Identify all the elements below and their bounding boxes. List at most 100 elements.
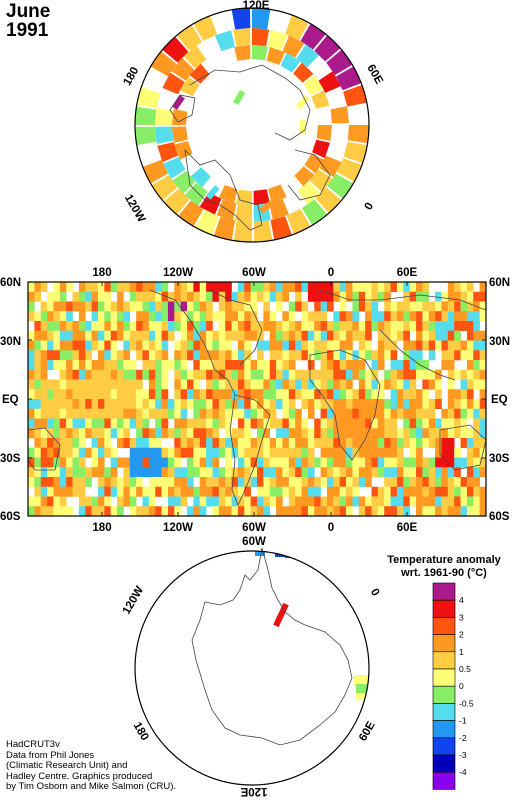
map-grid-cell	[97, 360, 105, 371]
map-grid-cell	[269, 447, 277, 458]
map-grid-cell	[282, 350, 290, 361]
map-grid-cell	[47, 438, 54, 449]
map-grid-cell	[371, 369, 379, 380]
map-grid-cell	[59, 330, 67, 341]
map-grid-cell	[384, 291, 391, 302]
south-polar-grid-cells	[255, 551, 369, 700]
map-grid-cell	[199, 340, 207, 351]
map-grid-cell	[199, 369, 207, 380]
map-grid-cell	[104, 350, 111, 361]
map-grid-cell	[257, 428, 264, 439]
map-grid-cell	[40, 496, 48, 507]
map-grid-cell	[85, 301, 92, 312]
map-grid-cell	[72, 369, 80, 380]
map-grid-cell	[85, 408, 92, 419]
map-grid-cell	[358, 340, 366, 351]
map-grid-cell	[129, 379, 137, 390]
map-grid-cell	[365, 399, 372, 410]
map-grid-cell	[282, 408, 290, 419]
map-grid-cell	[339, 389, 347, 400]
map-grid-cell	[441, 321, 449, 332]
map-grid-cell	[435, 330, 442, 341]
map-top-label-120w: 120W	[163, 267, 193, 279]
map-grid-cell	[155, 457, 162, 468]
map-grid-cell	[333, 321, 340, 332]
map-grid-cell	[97, 350, 105, 361]
map-grid-cell	[409, 350, 417, 361]
map-grid-cell	[85, 282, 92, 293]
map-grid-cell	[244, 418, 251, 429]
map-grid-cell	[78, 477, 86, 488]
map-grid-cell	[53, 438, 61, 449]
map-grid-cell	[447, 467, 455, 478]
map-grid-cell	[263, 467, 271, 478]
map-grid-cell	[409, 438, 417, 449]
map-grid-cell	[206, 477, 213, 488]
map-grid-cell	[110, 311, 118, 322]
map-grid-cell	[371, 282, 379, 293]
map-grid-cell	[473, 457, 480, 468]
map-grid-cell	[422, 408, 430, 419]
map-grid-cell	[339, 418, 347, 429]
map-grid-cell	[244, 291, 251, 302]
map-grid-cell	[110, 418, 118, 429]
map-grid-cell	[53, 486, 61, 497]
map-grid-cell	[422, 438, 430, 449]
map-grid-cell	[326, 496, 334, 507]
map-grid-cell	[358, 369, 366, 380]
map-grid-cell	[97, 399, 105, 410]
map-grid-cell	[257, 457, 264, 468]
map-grid-cell	[339, 477, 347, 488]
map-grid-cell	[384, 330, 391, 341]
map-grid-cell	[85, 350, 92, 361]
map-grid-cell	[295, 447, 302, 458]
map-grid-cell	[390, 428, 398, 439]
map-grid-cell	[473, 428, 480, 439]
map-grid-cell	[34, 282, 42, 293]
map-grid-cell	[320, 467, 328, 478]
north-polar-cell	[179, 76, 200, 97]
map-grid-cell	[161, 418, 169, 429]
map-grid-cell	[263, 496, 271, 507]
map-grid-cell	[53, 291, 61, 302]
map-grid-cell	[244, 340, 251, 351]
map-grid-cell	[422, 291, 430, 302]
map-grid-cell	[244, 438, 251, 449]
map-grid-cell	[269, 291, 277, 302]
map-grid-cell	[148, 438, 156, 449]
map-grid-cell	[416, 399, 423, 410]
north-polar-cell	[195, 209, 219, 235]
map-grid-cell	[244, 408, 251, 419]
map-grid-cell	[428, 330, 436, 341]
map-grid-cell	[409, 408, 417, 419]
map-grid-cell	[301, 369, 309, 380]
legend-tick-label: -3	[459, 750, 467, 760]
map-grid-cell	[326, 457, 334, 468]
map-grid-cell	[47, 399, 54, 410]
map-grid-cell	[225, 408, 232, 419]
map-grid-cell	[34, 486, 42, 497]
map-grid-cell	[78, 447, 86, 458]
south-cell	[273, 602, 289, 628]
map-grid-cell	[454, 447, 461, 458]
north-polar-cell	[233, 28, 251, 47]
north-label-180: 180	[121, 65, 141, 88]
map-grid-cell	[225, 389, 232, 400]
map-grid-cell	[129, 438, 137, 449]
map-grid-cell	[199, 301, 207, 312]
map-grid-cell	[320, 506, 328, 516]
map-grid-cell	[231, 486, 239, 497]
map-grid-cell	[53, 379, 61, 390]
map-grid-cell	[174, 496, 181, 507]
map-grid-cell	[244, 360, 251, 371]
map-grid-cell	[161, 428, 169, 439]
map-grid-cell	[276, 506, 283, 516]
map-grid-cell	[117, 408, 124, 419]
map-grid-cell	[403, 311, 410, 322]
map-grid-cell	[187, 399, 194, 410]
map-grid-cell	[390, 311, 398, 322]
map-grid-cell	[187, 282, 194, 293]
map-grid-cell	[339, 486, 347, 497]
map-grid-cell	[148, 447, 156, 458]
map-grid-cell	[78, 457, 86, 468]
